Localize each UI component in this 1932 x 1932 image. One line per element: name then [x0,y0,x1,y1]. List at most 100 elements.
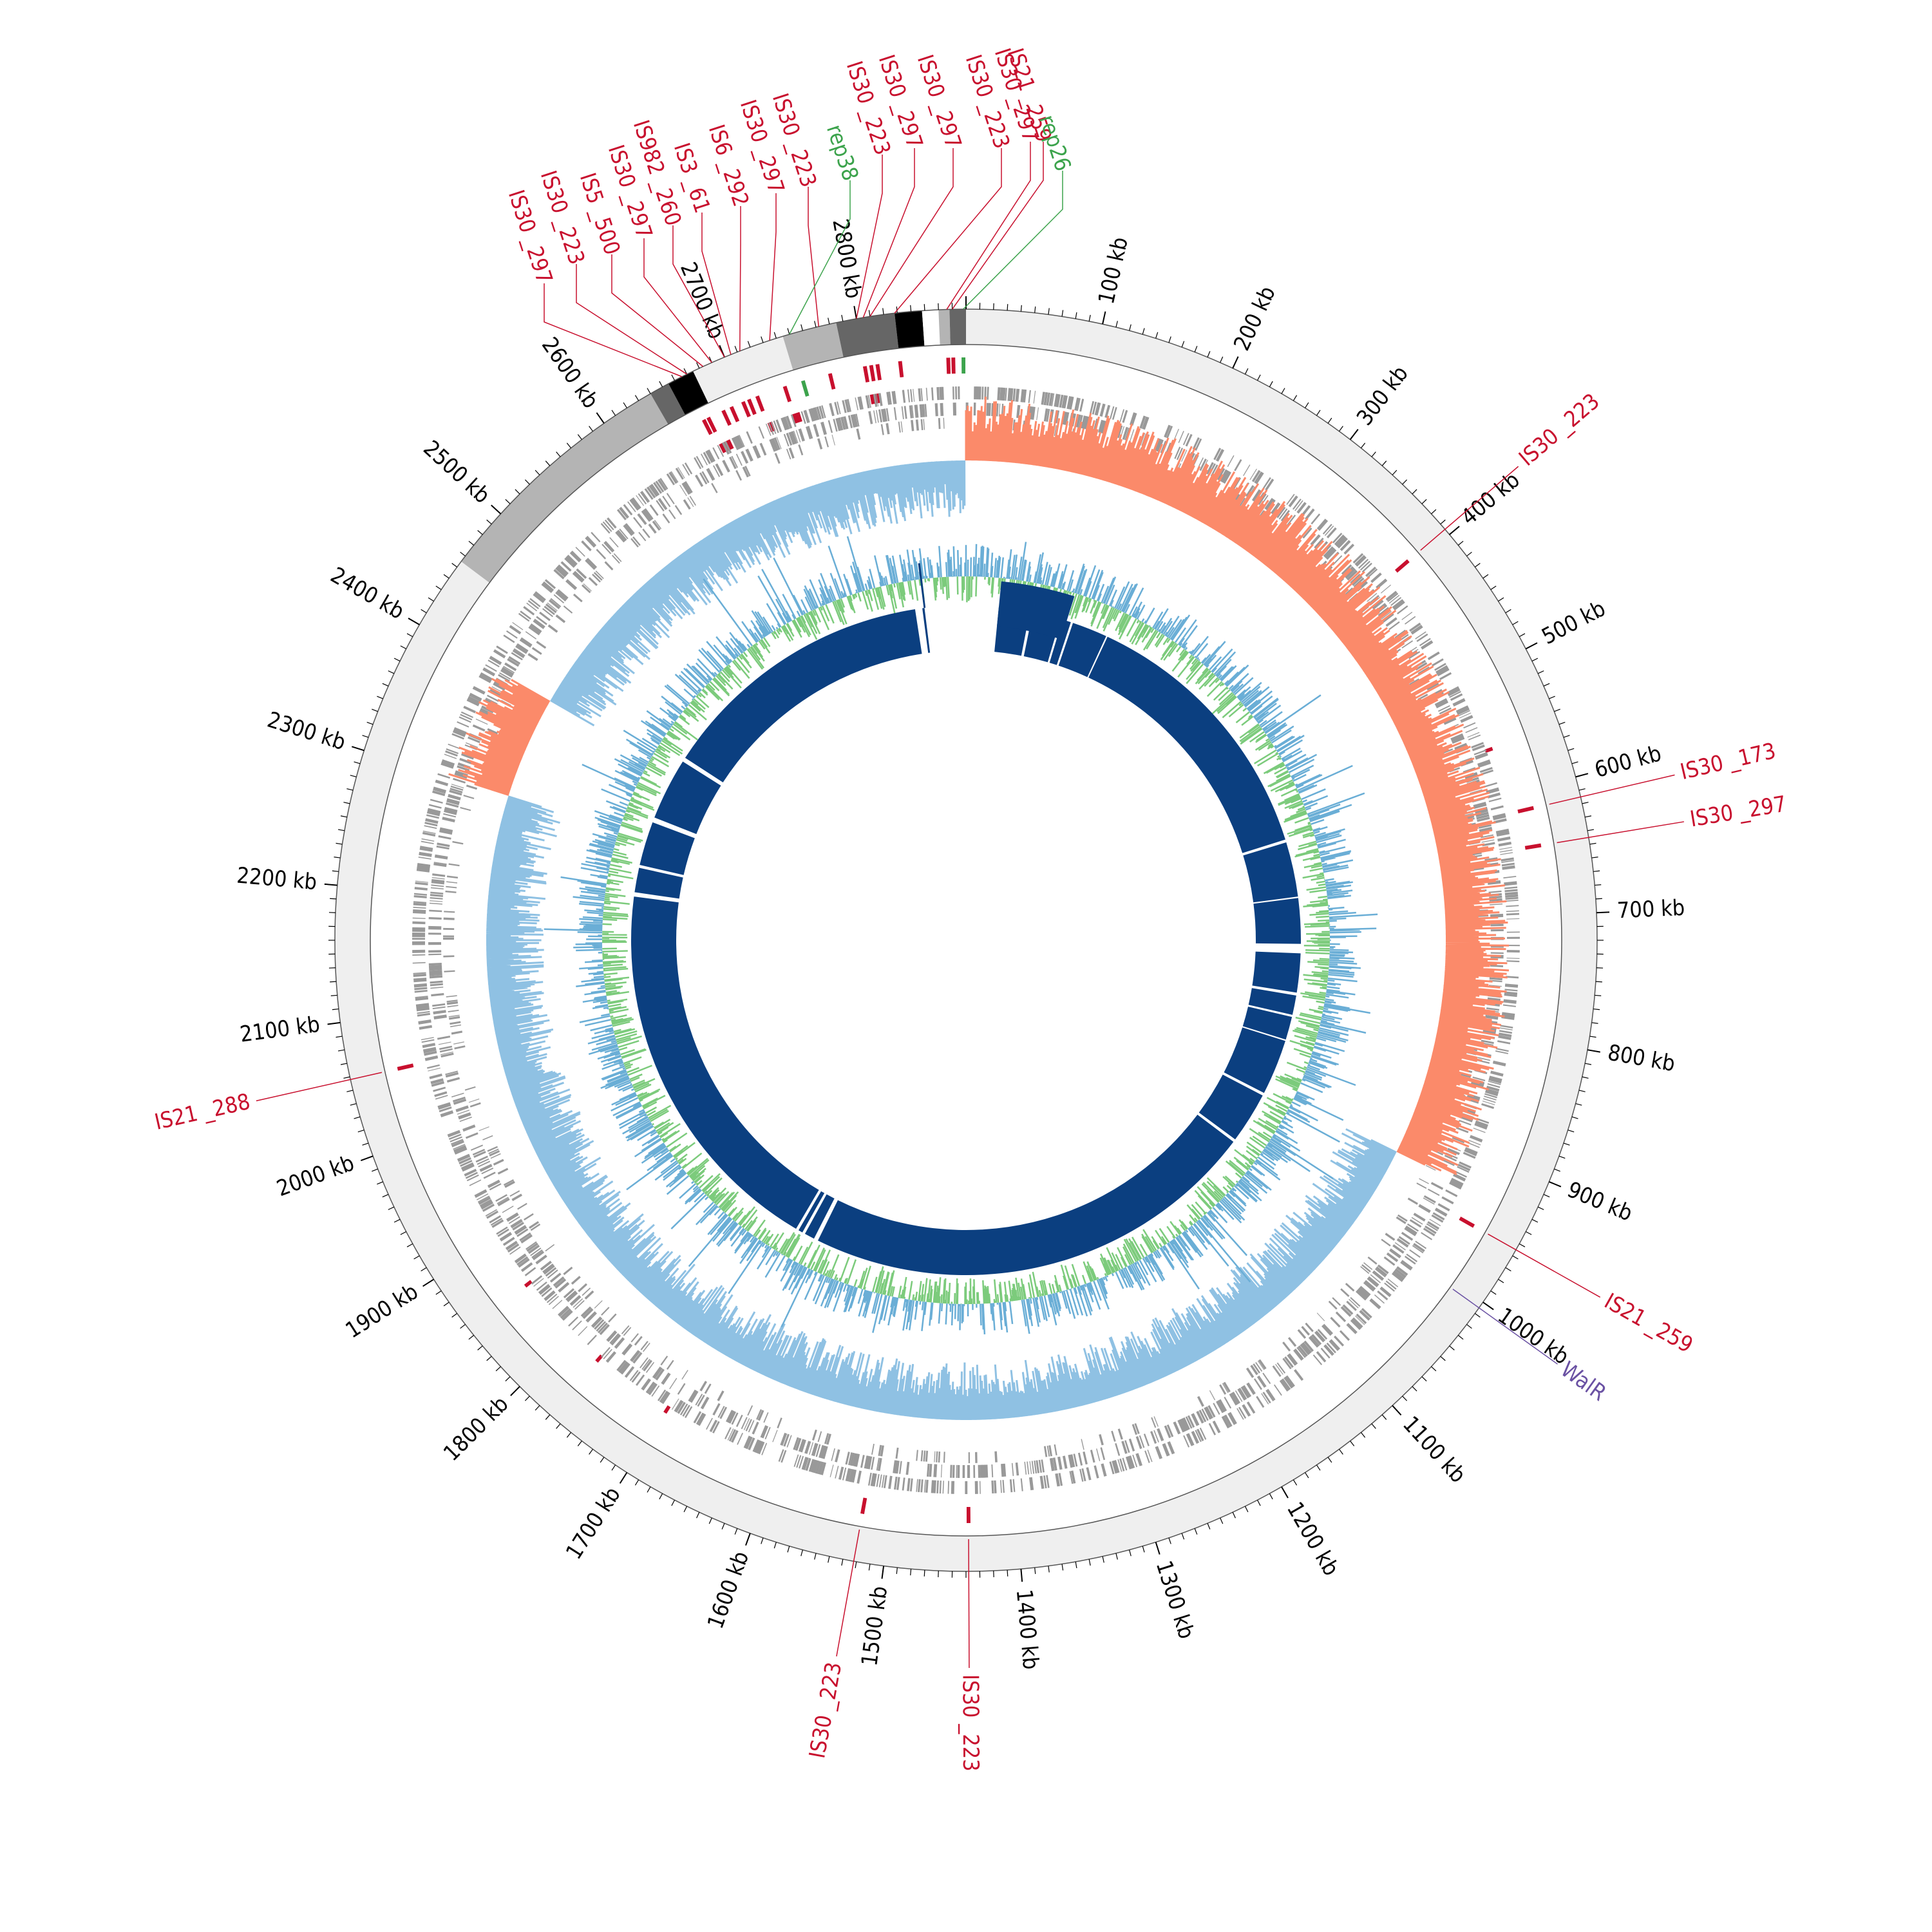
cds-reverse [1129,429,1135,442]
cds-minor [920,1450,923,1462]
cds-forward [1485,1090,1499,1097]
cds-forward [536,1281,547,1291]
cds-reverse [553,1276,565,1287]
cds-reverse [1256,1375,1267,1388]
insertion-mark [961,357,966,374]
cds-forward [600,523,611,534]
cds-reverse [1073,1454,1078,1467]
cds-reverse [1314,537,1324,549]
cds-reverse [1370,596,1381,606]
cds-reverse [433,1010,446,1015]
minor-tick [330,898,337,900]
cds-reverse [909,405,913,419]
cds-forward [994,1480,997,1493]
minor-tick [761,1537,764,1544]
cds-minor [1282,1341,1291,1352]
cds-reverse [632,1352,643,1364]
minor-tick [1449,1345,1455,1350]
cds-minor [1197,1396,1204,1407]
cds-forward [645,1381,656,1394]
cds-forward [728,1429,737,1442]
cds-forward [543,581,554,591]
gc-skew-track [448,396,1510,1421]
cds-reverse [1293,1350,1302,1361]
cds-reverse [437,842,450,848]
cds-reverse [528,625,541,636]
cds-minor [687,497,694,507]
cds-minor [503,1179,515,1186]
blast-hit-block [997,581,1075,639]
cds-reverse [752,1421,759,1435]
scale-tick-label: 300 kb [1352,361,1414,431]
minor-tick [486,1356,492,1361]
cds-minor [1361,1264,1371,1273]
cds-forward [426,814,440,819]
cds-forward [1043,392,1048,406]
minor-tick [486,519,492,525]
cds-reverse [529,623,542,634]
cds-reverse [1367,1278,1378,1287]
cds-minor [994,1451,998,1463]
cds-reverse [853,413,858,428]
cds-minor [448,1009,459,1012]
cds-minor [681,1370,688,1380]
minor-tick [406,633,413,638]
cds-forward [1367,568,1378,578]
cds-forward [815,1461,822,1474]
cds-forward [675,468,684,480]
cds-forward [1468,734,1481,741]
cds-forward [1465,727,1478,734]
cds-reverse [1375,1266,1388,1277]
cds-forward [464,1168,477,1177]
cds-forward [453,727,467,735]
cds-forward [1132,1454,1138,1468]
cds-forward [624,1366,635,1378]
cds-minor [1012,419,1016,431]
cds-reverse [924,404,927,417]
cds-reverse [1100,1447,1106,1461]
minor-tick [1256,1499,1261,1506]
cds-reverse [1124,1440,1130,1454]
cds-forward [1394,1268,1406,1278]
cds-forward [653,482,663,494]
blast-hit-block [631,896,819,1229]
cds-reverse [443,813,457,818]
cds-forward [424,1055,439,1061]
contig-segment [461,393,668,583]
cds-forward [422,1046,436,1051]
cds-reverse [1069,1454,1075,1468]
cds-reverse [1275,1363,1283,1375]
cds-reverse [1418,1204,1431,1213]
cds-minor [811,1429,817,1441]
insertion-mark [524,1280,533,1288]
cds-forward [440,1110,454,1118]
cds-forward [424,822,438,827]
cds-forward [845,1468,849,1481]
cds-forward [1459,1161,1472,1169]
minor-tick [1474,1312,1481,1318]
cds-forward [604,519,614,531]
cds-minor [1132,1424,1138,1435]
cds-forward [1358,558,1369,569]
cds-minor [968,1452,971,1463]
cds-reverse [428,963,442,966]
minor-tick [1142,1546,1145,1553]
minor-tick [1269,381,1273,388]
cds-forward [434,1091,448,1097]
cds-forward [1502,865,1515,870]
cds-minor [683,499,691,510]
minor-tick [1350,1441,1355,1446]
cds-forward [997,387,1001,401]
cds-forward [1119,1458,1125,1472]
cds-forward [1475,1120,1488,1128]
minor-tick [451,563,458,568]
cds-forward [1505,896,1519,900]
cds-forward [478,1196,491,1206]
cds-forward [1449,690,1461,698]
cds-forward [1005,388,1007,401]
cds-reverse [1253,1378,1262,1390]
cds-forward [834,402,839,415]
cds-forward [816,406,822,420]
cds-forward [1473,749,1487,755]
blast-hit-block [922,608,931,653]
